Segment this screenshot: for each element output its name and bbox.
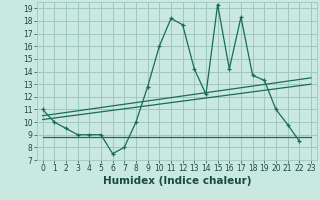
X-axis label: Humidex (Indice chaleur): Humidex (Indice chaleur) (102, 176, 251, 186)
